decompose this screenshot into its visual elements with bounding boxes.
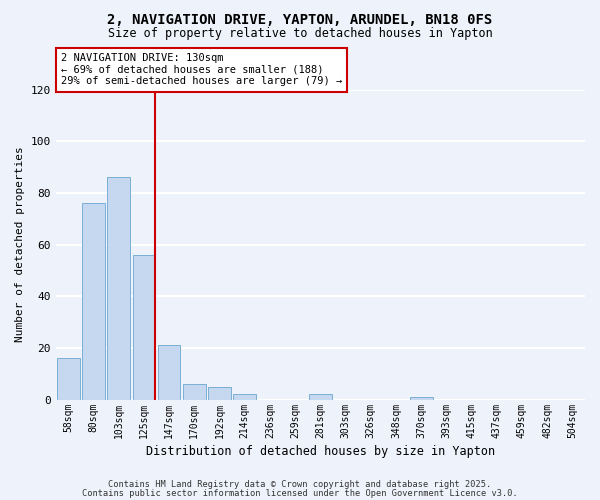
- Bar: [208, 386, 231, 400]
- Bar: [107, 178, 130, 400]
- Text: Contains public sector information licensed under the Open Government Licence v3: Contains public sector information licen…: [82, 488, 518, 498]
- Y-axis label: Number of detached properties: Number of detached properties: [15, 146, 25, 342]
- Text: 2 NAVIGATION DRIVE: 130sqm
← 69% of detached houses are smaller (188)
29% of sem: 2 NAVIGATION DRIVE: 130sqm ← 69% of deta…: [61, 54, 342, 86]
- Bar: [133, 255, 155, 400]
- Bar: [183, 384, 206, 400]
- Bar: [57, 358, 80, 400]
- Text: Contains HM Land Registry data © Crown copyright and database right 2025.: Contains HM Land Registry data © Crown c…: [109, 480, 491, 489]
- Bar: [233, 394, 256, 400]
- Bar: [158, 346, 181, 400]
- Text: Size of property relative to detached houses in Yapton: Size of property relative to detached ho…: [107, 28, 493, 40]
- Bar: [309, 394, 332, 400]
- Bar: [82, 203, 105, 400]
- Bar: [410, 397, 433, 400]
- Text: 2, NAVIGATION DRIVE, YAPTON, ARUNDEL, BN18 0FS: 2, NAVIGATION DRIVE, YAPTON, ARUNDEL, BN…: [107, 12, 493, 26]
- X-axis label: Distribution of detached houses by size in Yapton: Distribution of detached houses by size …: [146, 444, 495, 458]
